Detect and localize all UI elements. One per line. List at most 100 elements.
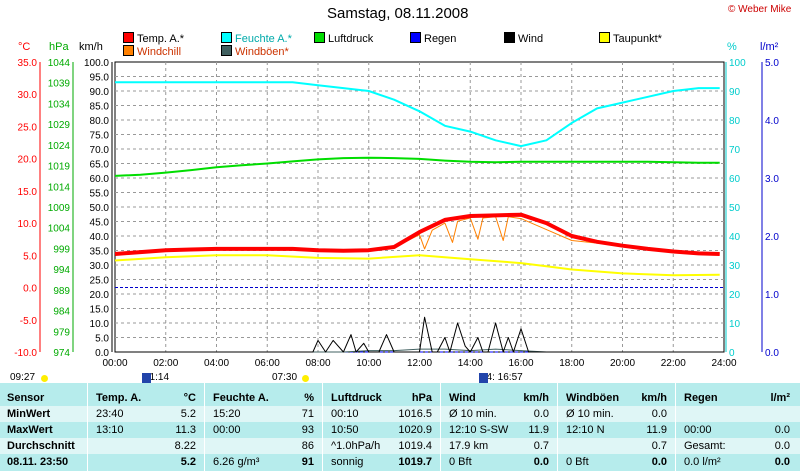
- pressure-tick-label: 994: [53, 265, 70, 276]
- speed-tick-label: 20.0: [90, 290, 110, 301]
- rain-unit: l/m²: [760, 41, 779, 53]
- table-cell-value: 0.0: [774, 440, 790, 452]
- speed-tick-label: 50.0: [90, 203, 110, 214]
- humidity-tick-label: 90: [729, 87, 741, 98]
- table-cell-value: 0.0: [651, 408, 667, 420]
- legend-label: Windböen*: [235, 46, 289, 58]
- legend-item: Regen: [410, 32, 456, 45]
- temp-tick-label: 20.0: [18, 155, 38, 166]
- speed-tick-label: 75.0: [90, 131, 110, 142]
- row-label: MaxWert: [7, 424, 53, 436]
- speed-tick-label: 85.0: [90, 102, 110, 113]
- table-cell-detail: 00:10: [331, 408, 359, 420]
- table-cell-value: 5.2: [180, 408, 196, 420]
- x-tick-label: 00:00: [102, 358, 127, 369]
- rain-tick-label: 5.0: [765, 58, 779, 69]
- humidity-tick-label: 20: [729, 290, 741, 301]
- moonrise-time: 01:14: [144, 372, 170, 383]
- table-cell-value: 11.9: [646, 424, 667, 436]
- table-row-band: [0, 406, 800, 422]
- pressure-unit: hPa: [49, 41, 69, 53]
- pressure-tick-label: 1034: [48, 99, 71, 110]
- pressure-tick-label: 1039: [48, 79, 71, 90]
- speed-tick-label: 10.0: [90, 319, 110, 330]
- table-cell-detail: 17.9 km: [449, 440, 489, 452]
- table-cell-detail: 0.0 l/m²: [684, 456, 721, 468]
- table-cell-value: 86: [301, 440, 314, 452]
- legend-item: Wind: [504, 32, 543, 45]
- speed-tick-label: 45.0: [90, 218, 110, 229]
- table-cell-value: 0.7: [533, 440, 549, 452]
- table-header: Feuchte A.: [213, 392, 269, 404]
- column-separator: [204, 383, 205, 471]
- table-cell-detail: 10:50: [331, 424, 359, 436]
- table-cell-detail: ^1.0hPa/h: [331, 440, 381, 452]
- series-windben-line: [115, 348, 724, 353]
- speed-tick-label: 35.0: [90, 247, 110, 258]
- speed-tick-label: 25.0: [90, 276, 110, 287]
- table-header: Sensor: [7, 392, 45, 404]
- pressure-tick-label: 1014: [48, 182, 71, 193]
- x-tick-label: 22:00: [661, 358, 686, 369]
- legend-label: Regen: [424, 33, 457, 45]
- series-luftdruck-line: [114, 156, 720, 177]
- column-separator: [322, 383, 323, 471]
- series-taupunkt-line: [114, 254, 720, 277]
- sunset-time: 07:30: [272, 372, 298, 383]
- speed-tick-label: 15.0: [90, 305, 110, 316]
- grid: [115, 62, 724, 352]
- x-tick-label: 14:00: [458, 358, 483, 369]
- legend-item: Temp. A.*: [123, 32, 184, 45]
- speed-tick-label: 40.0: [90, 232, 110, 243]
- rain-tick-label: 3.0: [765, 174, 779, 185]
- series-tempa-line: [114, 212, 720, 256]
- pressure-tick-label: 979: [53, 327, 70, 338]
- legend-swatch: [123, 32, 134, 43]
- legend-swatch: [410, 32, 421, 43]
- speed-tick-label: 60.0: [90, 174, 110, 185]
- table-cell-value: 0.0: [533, 456, 549, 468]
- temp-tick-label: 35.0: [18, 58, 38, 69]
- pressure-tick-label: 984: [53, 307, 70, 318]
- x-tick-label: 24:00: [711, 358, 736, 369]
- legend-label: Luftdruck: [328, 33, 374, 45]
- moon-icon: [142, 373, 151, 383]
- temp-tick-label: 0.0: [23, 284, 37, 295]
- pressure-tick-label: 974: [53, 348, 70, 359]
- pressure-tick-label: 1044: [48, 58, 71, 69]
- temp-tick-label: 15.0: [18, 187, 38, 198]
- humidity-unit: %: [727, 41, 737, 53]
- temp-tick-label: -5.0: [20, 316, 38, 327]
- speed-tick-label: 70.0: [90, 145, 110, 156]
- legend-item: Feuchte A.*: [221, 32, 292, 45]
- speed-tick-label: 95.0: [90, 73, 110, 84]
- legend-item: Luftdruck: [314, 32, 373, 45]
- humidity-tick-label: 80: [729, 116, 741, 127]
- legend-swatch: [314, 32, 325, 43]
- credit-text: © Weber Mike: [728, 4, 792, 15]
- chart-title: Samstag, 08.11.2008: [327, 5, 469, 22]
- table-cell-detail: 00:00: [213, 424, 241, 436]
- table-cell-detail: 00:00: [684, 424, 712, 436]
- speed-unit: km/h: [79, 41, 103, 53]
- pressure-tick-label: 1024: [48, 141, 71, 152]
- series-feuchtea-line: [115, 81, 720, 148]
- row-label: MinWert: [7, 408, 51, 420]
- column-separator: [557, 383, 558, 471]
- table-header: Wind: [449, 392, 476, 404]
- sun-icon: [302, 375, 309, 382]
- speed-tick-label: 30.0: [90, 261, 110, 272]
- humidity-tick-label: 40: [729, 232, 741, 243]
- column-separator: [440, 383, 441, 471]
- rain-tick-label: 0.0: [765, 348, 779, 359]
- table-cell-detail: Ø 10 min.: [449, 408, 497, 420]
- table-cell-detail: 6.26 g/m³: [213, 456, 260, 468]
- table-header-unit: km/h: [641, 392, 667, 404]
- table-header-unit: km/h: [523, 392, 549, 404]
- table-header: Windböen: [566, 392, 620, 404]
- rain-tick-label: 1.0: [765, 290, 779, 301]
- temp-tick-label: -10.0: [14, 348, 37, 359]
- humidity-tick-label: 60: [729, 174, 741, 185]
- table-cell-detail: 23:40: [96, 408, 124, 420]
- rain-tick-label: 2.0: [765, 232, 779, 243]
